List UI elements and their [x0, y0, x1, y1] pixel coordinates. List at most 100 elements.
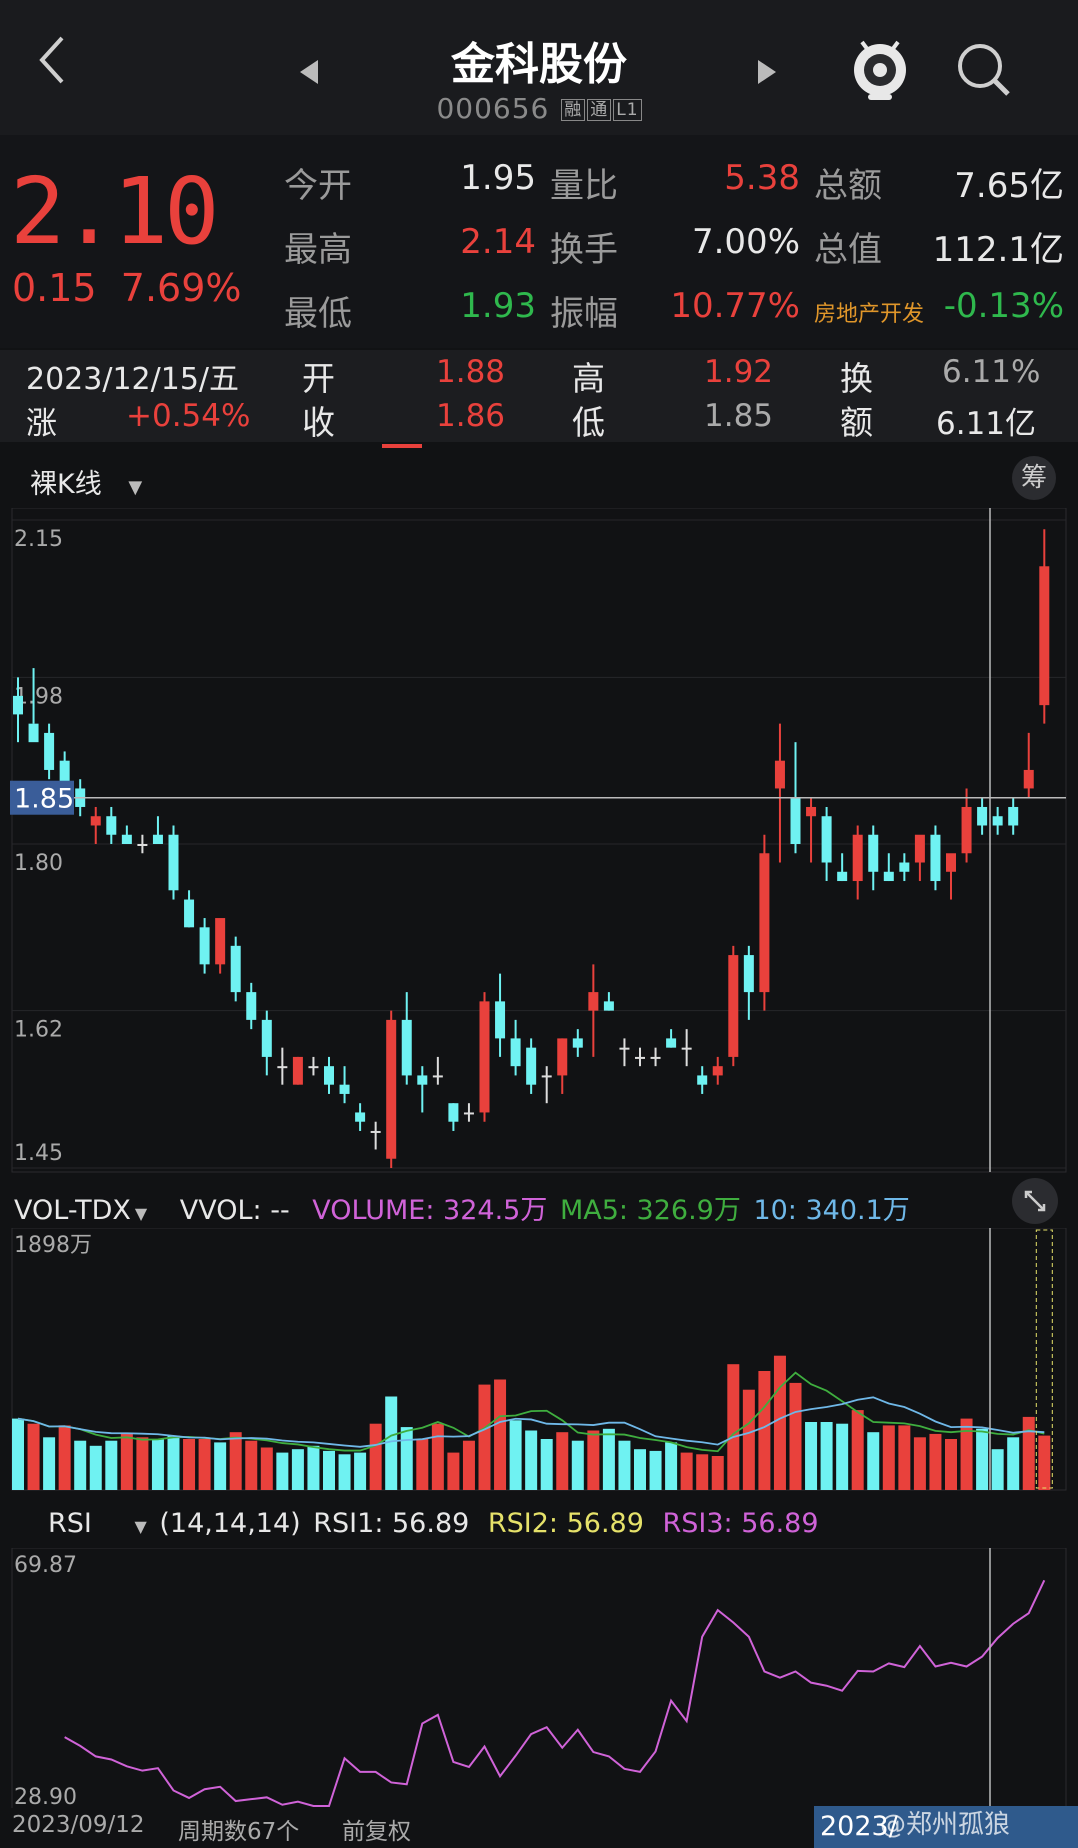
- quote-label: 最高: [284, 230, 352, 270]
- volume-indicator-label[interactable]: VOL-TDX: [14, 1195, 131, 1226]
- mascot-icon[interactable]: [848, 30, 912, 106]
- volume-indicator-chevron-icon[interactable]: ▼: [134, 1204, 148, 1223]
- footer-adjust[interactable]: 前复权: [342, 1819, 411, 1845]
- candle-body: [977, 806, 988, 826]
- change-percent: 7.69%: [120, 266, 242, 310]
- volume-bar: [649, 1450, 662, 1490]
- day-chg-value: +0.54%: [126, 398, 251, 434]
- quote-value: 7.00%: [691, 222, 800, 262]
- candle-body: [44, 732, 55, 770]
- volume-bar: [509, 1420, 522, 1490]
- day-close-value: 1.86: [436, 398, 506, 434]
- volume-bar: [711, 1456, 724, 1490]
- candle-body: [13, 695, 23, 715]
- volume-bar: [198, 1439, 211, 1490]
- watermark: @郑州孤狼: [880, 1810, 1011, 1840]
- search-icon[interactable]: [954, 40, 1014, 104]
- volume-bar: [338, 1454, 351, 1490]
- day-open-value: 1.88: [436, 354, 506, 390]
- volume-bar: [385, 1396, 398, 1490]
- chip-distribution-button[interactable]: 筹: [1012, 456, 1056, 500]
- candle-body: [308, 1066, 319, 1069]
- rsi-max-label: 69.87: [14, 1553, 77, 1578]
- volume-bar: [976, 1428, 989, 1490]
- volume-bar: [820, 1422, 833, 1490]
- quote-value: 2.14: [460, 222, 536, 262]
- volume-bar: [602, 1428, 615, 1490]
- candle-body: [277, 1066, 288, 1069]
- volume-bar: [727, 1364, 740, 1490]
- volume-bar: [867, 1432, 880, 1490]
- prev-stock-icon[interactable]: [298, 58, 320, 90]
- ma10-value: 10: 340.1万: [753, 1195, 910, 1226]
- candle-body: [697, 1075, 708, 1085]
- volume-value: VOLUME: 324.5万: [312, 1195, 548, 1226]
- volume-bar: [960, 1418, 973, 1490]
- y-axis-label: 2.15: [14, 527, 63, 552]
- rsi1-value: RSI1: 56.89: [313, 1508, 470, 1539]
- volume-bar: [354, 1452, 367, 1490]
- tag-rong: 融: [561, 99, 586, 121]
- volume-bar: [447, 1452, 460, 1490]
- volume-bar: [260, 1447, 273, 1490]
- footer-start-date: 2023/09/12: [12, 1812, 145, 1838]
- candle-body: [1023, 769, 1034, 789]
- kline-mode-label: 裸K线: [30, 469, 102, 500]
- volume-bar: [758, 1371, 771, 1490]
- volume-bar: [556, 1432, 569, 1490]
- volume-bar: [307, 1445, 320, 1490]
- candle-body: [1008, 806, 1019, 826]
- quote-value: 10.77%: [670, 286, 800, 326]
- candle-body: [774, 760, 785, 789]
- rsi-indicator-label[interactable]: RSI: [48, 1508, 92, 1539]
- volume-bar: [276, 1452, 289, 1490]
- rsi3-value: RSI3: 56.89: [662, 1508, 819, 1539]
- candle-body: [292, 1056, 303, 1085]
- candle-body: [992, 816, 1003, 826]
- volume-chart[interactable]: 1898万: [0, 1228, 1078, 1492]
- volume-bar: [27, 1423, 40, 1490]
- back-icon[interactable]: [34, 30, 74, 90]
- footer-periods: 周期数67个: [178, 1819, 300, 1845]
- volume-bar: [836, 1423, 849, 1490]
- volume-ma10-line: [17, 1396, 1045, 1448]
- tag-l1: L1: [613, 99, 642, 121]
- quote-label: 房地产开发: [814, 302, 925, 327]
- rsi2-value: RSI2: 56.89: [487, 1508, 644, 1539]
- candle-body: [215, 918, 226, 965]
- volume-bar: [43, 1437, 56, 1490]
- kline-chart[interactable]: 2.151.981.801.621.451.85: [0, 508, 1078, 1176]
- day-low-value: 1.85: [704, 398, 774, 434]
- volume-header: VOL-TDX ▼ VVOL: -- VOLUME: 324.5万 MA5: 32…: [14, 1188, 914, 1227]
- volume-bar: [323, 1450, 335, 1490]
- candle-body: [121, 834, 132, 844]
- volume-bar: [665, 1442, 678, 1490]
- candle-body: [790, 797, 801, 844]
- candle-body: [837, 871, 848, 882]
- candle-body: [899, 862, 910, 872]
- candle-body: [541, 1075, 552, 1078]
- candle-body: [401, 1019, 412, 1076]
- quote-value: 7.65亿: [954, 166, 1064, 206]
- chevron-down-icon: ▼: [128, 477, 143, 498]
- volume-bar: [805, 1422, 818, 1490]
- kline-mode-select[interactable]: 裸K线 ▼: [30, 462, 142, 501]
- candle-body: [479, 1001, 490, 1113]
- volume-bar: [587, 1430, 600, 1490]
- next-stock-icon[interactable]: [756, 58, 778, 90]
- candle-body: [603, 1001, 614, 1011]
- expand-icon[interactable]: [1012, 1178, 1058, 1224]
- candle-body: [930, 834, 941, 882]
- volume-bar: [1022, 1416, 1035, 1490]
- volume-bar: [789, 1382, 802, 1490]
- quote-value: 112.1亿: [932, 230, 1064, 270]
- volume-bar: [696, 1454, 709, 1490]
- rsi-indicator-chevron-icon[interactable]: ▼: [134, 1517, 147, 1536]
- candle-body: [324, 1066, 334, 1085]
- rsi-chart[interactable]: 69.87 28.90: [0, 1548, 1078, 1812]
- candle-body: [152, 834, 163, 844]
- volume-bar: [12, 1418, 24, 1490]
- volume-bar: [913, 1437, 926, 1490]
- volume-bar: [58, 1425, 71, 1490]
- volume-bar: [773, 1355, 786, 1490]
